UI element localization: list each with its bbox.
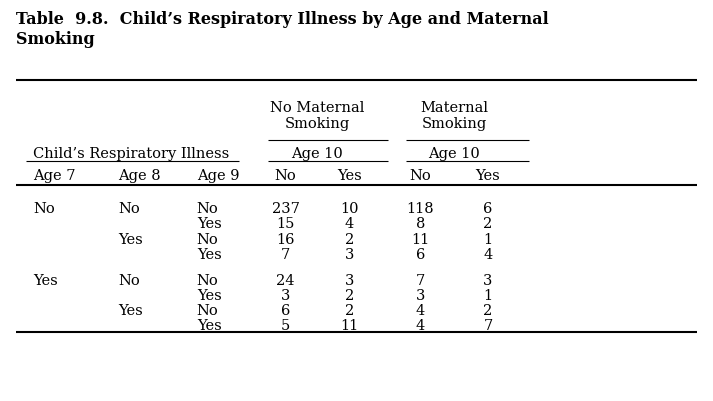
Text: No: No (118, 273, 140, 287)
Text: 3: 3 (344, 247, 354, 261)
Text: 4: 4 (483, 247, 493, 261)
Text: 2: 2 (483, 303, 493, 317)
Text: 11: 11 (340, 318, 359, 332)
Text: Child’s Respiratory Illness: Child’s Respiratory Illness (34, 147, 230, 161)
Text: 2: 2 (483, 217, 493, 231)
Text: 3: 3 (281, 288, 290, 302)
Text: No: No (34, 201, 55, 215)
Text: 7: 7 (281, 247, 290, 261)
Text: 6: 6 (483, 201, 493, 215)
Text: 1: 1 (483, 232, 493, 246)
Text: 7: 7 (483, 318, 493, 332)
Text: 4: 4 (416, 318, 425, 332)
Text: Age 8: Age 8 (118, 169, 161, 182)
Text: 3: 3 (344, 273, 354, 287)
Text: 3: 3 (416, 288, 425, 302)
Text: Yes: Yes (476, 169, 501, 182)
Text: 15: 15 (277, 217, 294, 231)
Text: Yes: Yes (118, 232, 143, 246)
Text: 6: 6 (416, 247, 425, 261)
Text: 16: 16 (276, 232, 294, 246)
Text: Age 10: Age 10 (292, 147, 344, 161)
Text: No: No (118, 201, 140, 215)
Text: 5: 5 (281, 318, 290, 332)
Text: 1: 1 (483, 288, 493, 302)
Text: 4: 4 (345, 217, 354, 231)
Text: Table  9.8.  Child’s Respiratory Illness by Age and Maternal
Smoking: Table 9.8. Child’s Respiratory Illness b… (16, 11, 548, 48)
Text: Yes: Yes (197, 318, 222, 332)
Text: No: No (197, 303, 218, 317)
Text: No: No (197, 201, 218, 215)
Text: 4: 4 (416, 303, 425, 317)
Text: 6: 6 (281, 303, 290, 317)
Text: 10: 10 (340, 201, 359, 215)
Text: No Maternal
Smoking: No Maternal Smoking (270, 101, 364, 131)
Text: No: No (409, 169, 431, 182)
Text: 7: 7 (416, 273, 425, 287)
Text: 2: 2 (345, 303, 354, 317)
Text: 237: 237 (272, 201, 299, 215)
Text: Age 7: Age 7 (34, 169, 76, 182)
Text: No: No (197, 232, 218, 246)
Text: No: No (197, 273, 218, 287)
Text: 3: 3 (483, 273, 493, 287)
Text: 24: 24 (276, 273, 294, 287)
Text: Yes: Yes (118, 303, 143, 317)
Text: Age 9: Age 9 (197, 169, 239, 182)
Text: No: No (275, 169, 297, 182)
Text: Maternal
Smoking: Maternal Smoking (420, 101, 488, 131)
Text: 2: 2 (345, 232, 354, 246)
Text: 118: 118 (406, 201, 434, 215)
Text: Yes: Yes (337, 169, 361, 182)
Text: 11: 11 (411, 232, 429, 246)
Text: 8: 8 (416, 217, 425, 231)
Text: Yes: Yes (34, 273, 58, 287)
Text: Yes: Yes (197, 217, 222, 231)
Text: Age 10: Age 10 (429, 147, 480, 161)
Text: Yes: Yes (197, 288, 222, 302)
Text: Yes: Yes (197, 247, 222, 261)
Text: 2: 2 (345, 288, 354, 302)
